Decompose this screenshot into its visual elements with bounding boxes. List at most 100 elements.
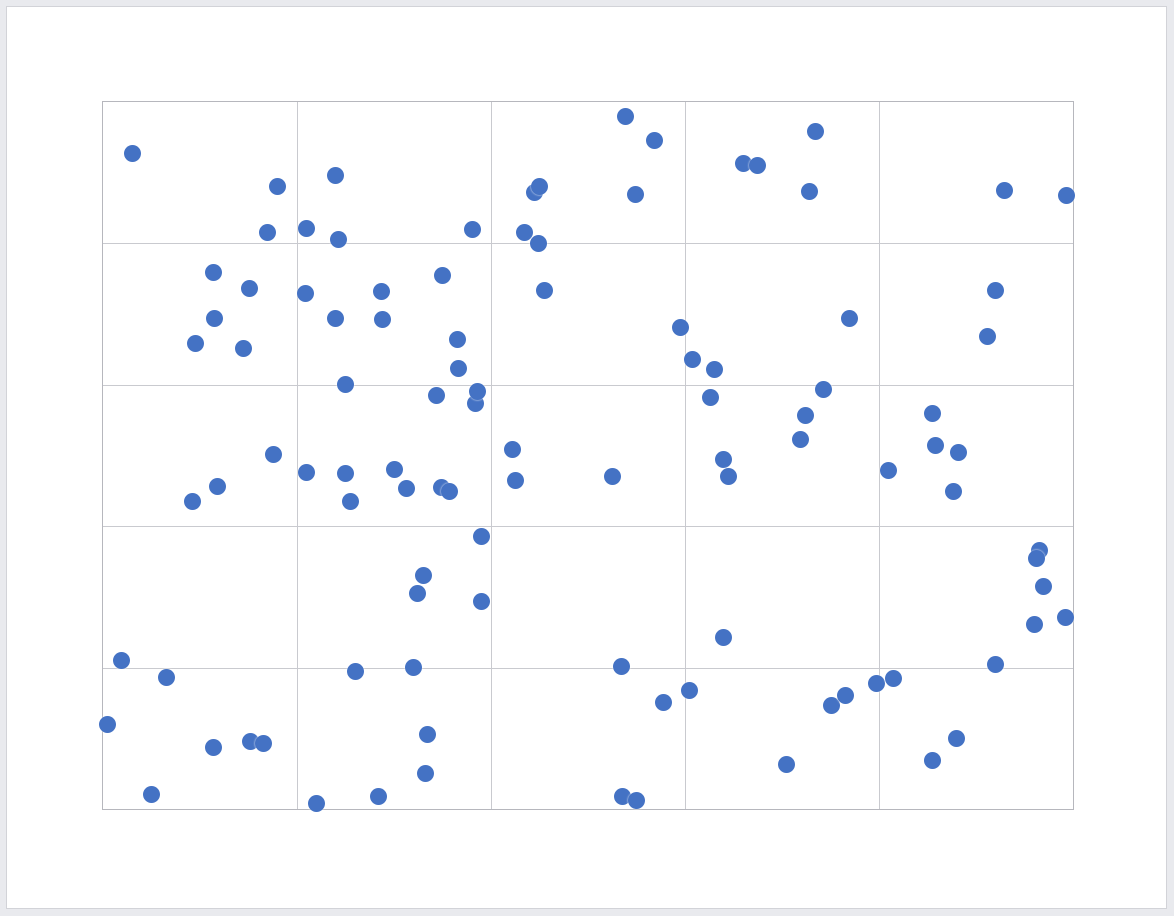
scatter-point <box>603 467 621 485</box>
scatter-point <box>995 181 1013 199</box>
scatter-point <box>472 593 490 611</box>
scatter-point <box>240 280 258 298</box>
chart-canvas: Scatter plot of blue circular markers on… <box>6 6 1167 909</box>
gridline-vertical <box>685 102 686 809</box>
scatter-point <box>157 668 175 686</box>
scatter-point <box>186 335 204 353</box>
scatter-point <box>1025 615 1043 633</box>
scatter-point <box>923 751 941 769</box>
scatter-point <box>372 282 390 300</box>
scatter-point <box>948 729 966 747</box>
scatter-point <box>671 319 689 337</box>
scatter-point <box>298 463 316 481</box>
scatter-point <box>346 663 364 681</box>
scatter-point <box>468 382 486 400</box>
scatter-point <box>464 221 482 239</box>
scatter-point <box>836 687 854 705</box>
chart-xlabel <box>6 6 7 7</box>
scatter-point <box>720 468 738 486</box>
scatter-markers <box>99 102 1075 812</box>
scatter-point <box>506 471 524 489</box>
scatter-point <box>531 178 548 196</box>
scatter-point <box>123 145 141 163</box>
scatter-point <box>530 234 548 252</box>
scatter-point <box>1027 549 1045 567</box>
scatter-point <box>646 132 664 150</box>
scatter-point <box>269 178 287 196</box>
scatter-point <box>535 281 553 299</box>
scatter-point <box>398 479 416 497</box>
scatter-point <box>235 340 253 358</box>
scatter-point <box>99 715 117 733</box>
plot-area <box>99 101 1075 812</box>
scatter-point <box>614 788 632 806</box>
scatter-point <box>450 360 468 378</box>
scatter-point <box>337 375 354 393</box>
scatter-point <box>206 309 224 327</box>
scatter-point <box>815 381 833 399</box>
scatter-point <box>434 266 451 284</box>
scatter-point <box>259 224 277 242</box>
scatter-point <box>330 231 348 249</box>
gridline-horizontal <box>103 526 1073 527</box>
scatter-point <box>734 155 752 172</box>
scatter-point <box>684 350 702 368</box>
scatter-point <box>800 182 818 200</box>
scatter-point <box>749 157 767 175</box>
scatter-point <box>1035 577 1053 595</box>
scatter-point <box>655 693 673 711</box>
scatter-point <box>807 123 825 141</box>
scatter-point <box>414 567 432 585</box>
chart-description: Scatter plot of blue circular markers on… <box>6 6 7 7</box>
scatter-point <box>841 309 859 327</box>
scatter-point <box>880 461 898 479</box>
scatter-point <box>254 735 272 753</box>
chart-title <box>6 6 7 7</box>
gridline-horizontal <box>103 385 1073 386</box>
scatter-point <box>1056 608 1074 626</box>
scatter-point <box>183 492 201 510</box>
scatter-point <box>1057 186 1075 204</box>
scatter-point <box>796 407 814 425</box>
scatter-point <box>681 681 699 699</box>
scatter-point <box>297 285 315 303</box>
scatter-point <box>205 263 223 281</box>
gridline-horizontal <box>103 243 1073 244</box>
scatter-point <box>923 405 941 423</box>
scatter-point <box>205 738 223 756</box>
scatter-point <box>617 108 635 126</box>
scatter-point <box>701 389 719 407</box>
scatter-point <box>986 282 1004 300</box>
scatter-point <box>265 446 283 464</box>
scatter-point <box>373 310 391 328</box>
scatter-point <box>613 657 631 675</box>
scatter-point <box>327 309 345 327</box>
scatter-point <box>822 697 840 715</box>
scatter-point <box>208 478 226 496</box>
scatter-point <box>416 765 434 783</box>
scatter-point <box>298 220 316 238</box>
scatter-point <box>778 755 796 773</box>
scatter-point <box>926 437 944 455</box>
scatter-point <box>705 361 723 379</box>
scatter-point <box>341 492 359 510</box>
scatter-point <box>503 441 521 459</box>
scatter-point <box>516 224 534 242</box>
gridline-vertical <box>491 102 492 809</box>
scatter-point <box>950 444 968 462</box>
scatter-point <box>986 656 1004 674</box>
scatter-point <box>715 451 733 469</box>
gridline-horizontal <box>103 668 1073 669</box>
scatter-point <box>627 186 645 204</box>
scatter-point <box>337 464 354 482</box>
scatter-point <box>419 726 437 744</box>
scatter-point <box>408 584 426 602</box>
scatter-point <box>628 792 645 810</box>
scatter-point <box>307 794 325 812</box>
scatter-point <box>448 331 466 349</box>
scatter-point <box>428 386 446 404</box>
scatter-point <box>143 786 160 804</box>
scatter-point <box>369 788 387 806</box>
scatter-point <box>404 659 422 677</box>
chart-ylabel <box>6 6 7 7</box>
